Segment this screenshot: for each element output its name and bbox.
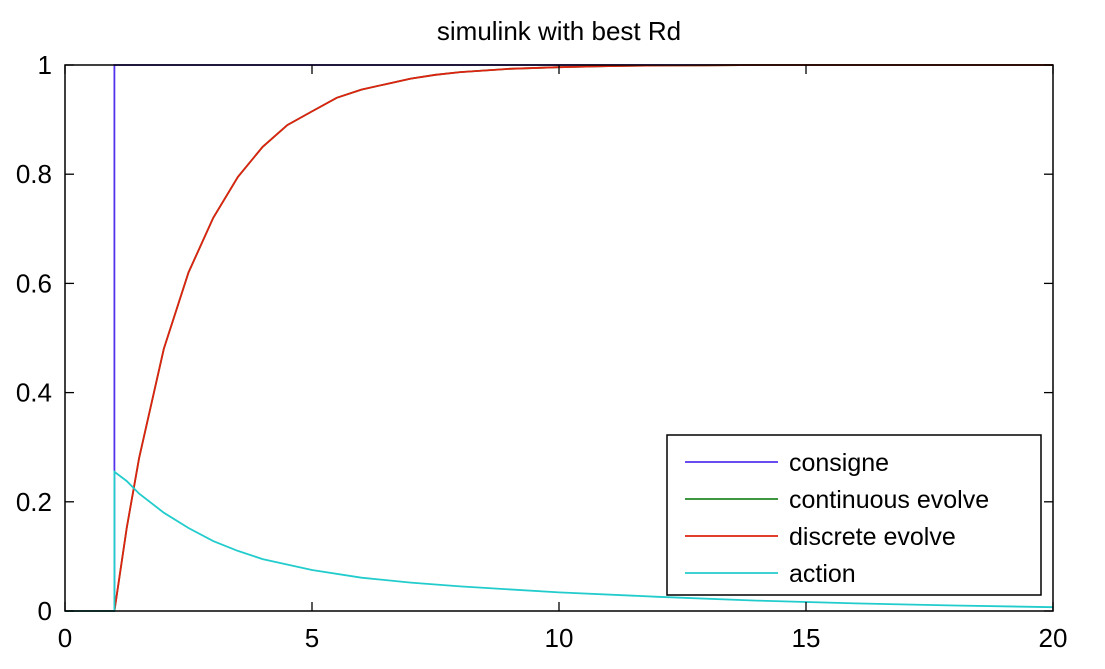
y-tick-label: 0 <box>38 596 52 626</box>
legend: consigne continuous evolve discrete evolve… <box>666 434 1042 596</box>
x-tick-label: 0 <box>58 623 72 653</box>
y-tick-label: 0.6 <box>16 268 52 298</box>
y-tick-label: 0.4 <box>16 378 52 408</box>
y-tick-label: 0.2 <box>16 487 52 517</box>
series-line-3 <box>65 469 1054 612</box>
legend-label-0: consigne <box>789 449 889 477</box>
legend-label-3: action <box>789 560 856 588</box>
legend-label-1: continuous evolve <box>789 486 989 514</box>
x-tick-label: 15 <box>792 623 821 653</box>
y-tick-label: 1 <box>38 50 52 80</box>
x-tick-label: 20 <box>1039 623 1068 653</box>
legend-label-2: discrete evolve <box>789 523 956 551</box>
y-tick-label: 0.8 <box>16 159 52 189</box>
chart-title: simulink with best Rd <box>437 16 681 46</box>
ticks-layer: 0 5 10 15 20 0 0.2 0.4 0.6 0.8 1 <box>16 50 1068 653</box>
x-tick-label: 10 <box>545 623 574 653</box>
x-tick-label: 5 <box>305 623 319 653</box>
